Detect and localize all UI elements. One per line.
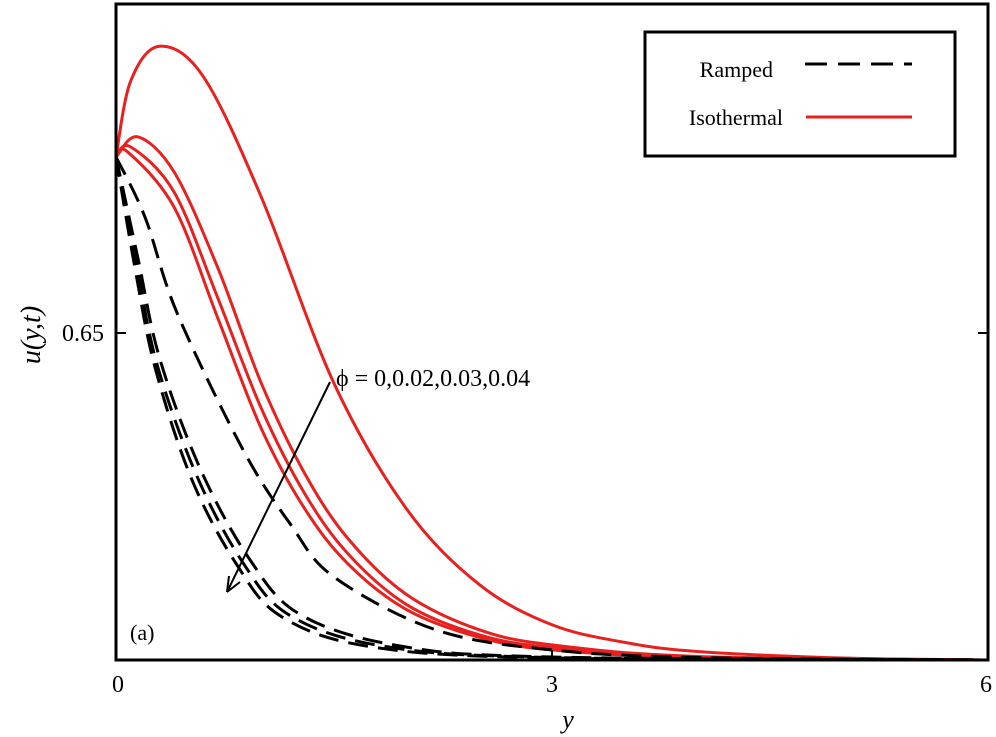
series-ramped-phi-0.04: [114, 156, 989, 662]
legend-box: [643, 30, 957, 158]
y-axis-label: u(y,t): [16, 306, 47, 364]
series-ramped-phi-0.03: [114, 156, 989, 662]
series-isothermal-phi-0.03: [114, 144, 989, 662]
legend-label-ramped: Ramped: [700, 57, 773, 82]
ticks: 0 3 6 0.65: [62, 321, 992, 698]
series-isothermal-phi-0: [114, 44, 989, 662]
legend: Ramped Isothermal: [643, 30, 957, 158]
series-isothermal-phi-0.02: [114, 135, 989, 662]
y-tick-label: 0.65: [62, 321, 104, 347]
panel-label: (a): [130, 620, 154, 645]
series-isothermal-phi-0.04: [114, 147, 989, 662]
x-tick-label: 6: [980, 672, 992, 698]
legend-label-isothermal: Isothermal: [689, 105, 783, 130]
x-tick-label: 0: [112, 672, 124, 698]
x-axis-label: y: [559, 705, 574, 734]
annotation-arrow: [226, 381, 331, 593]
curves: [114, 44, 989, 662]
phi-annotation: ϕ = 0,0.02,0.03,0.04: [336, 366, 530, 392]
series-ramped-phi-0: [114, 156, 989, 662]
series-ramped-phi-0.02: [114, 156, 989, 662]
x-tick-label: 3: [546, 672, 558, 698]
